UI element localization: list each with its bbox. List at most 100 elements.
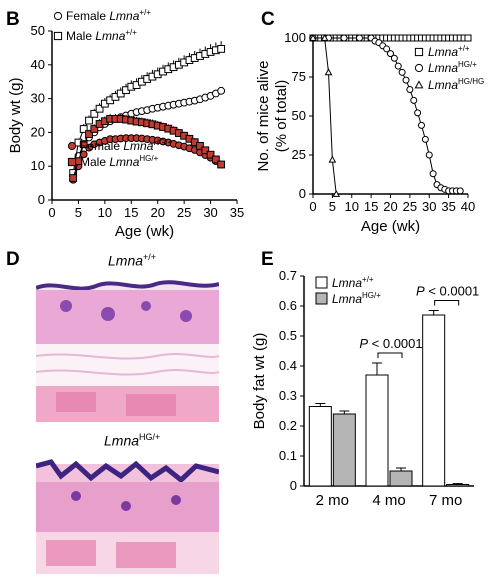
e-legend-label: LmnaHG/+ <box>332 291 381 306</box>
e-bar <box>365 374 389 487</box>
b-data-point <box>201 146 210 155</box>
b-data-point <box>79 140 88 149</box>
c-data-point <box>309 33 317 41</box>
e-y-tick-label: 0.5 <box>279 328 297 343</box>
c-y-axis-label: No. of mice alive <box>255 61 272 172</box>
e-y-tick-label: 0.7 <box>279 268 297 283</box>
c-data-point <box>406 85 414 93</box>
b-data-point <box>90 125 99 133</box>
b-data-point <box>95 104 104 113</box>
c-data-point <box>402 76 410 84</box>
c-data-point <box>332 189 341 197</box>
c-x-tick-label: 20 <box>383 199 397 214</box>
c-data-point <box>324 68 333 76</box>
b-data-point <box>211 155 220 164</box>
b-x-tick-label: 25 <box>177 205 191 220</box>
c-data-point <box>425 151 433 159</box>
e-category-label: 4 mo <box>372 492 405 509</box>
b-x-tick-label: 5 <box>75 205 82 220</box>
c-x-axis-label: Age (wk) <box>361 218 420 235</box>
b-data-point <box>206 150 215 159</box>
e-significance-bracket <box>377 352 403 358</box>
c-x-tick-label: 30 <box>422 199 436 214</box>
c-data-point <box>410 96 418 104</box>
c-y-axis-label-2: (% of total) <box>273 80 290 153</box>
c-data-point <box>356 34 363 42</box>
c-legend-marker <box>414 47 424 57</box>
b-legend-label: Female LmnaHG/+ <box>80 138 173 153</box>
c-legend-label: Lmna+/+ <box>428 44 470 59</box>
b-y-axis-label: Body wt (g) <box>7 78 24 154</box>
c-data-point <box>383 45 391 53</box>
e-y-tick-label: 0.3 <box>279 388 297 403</box>
b-legend-marker <box>67 157 77 167</box>
c-legend-marker <box>414 80 424 89</box>
b-data-point <box>85 130 93 138</box>
e-bar <box>389 470 413 487</box>
c-x-tick-label: 0 <box>309 199 316 214</box>
c-y-tick-label: 75 <box>292 69 306 84</box>
b-x-axis-label: Age (wk) <box>115 223 174 240</box>
e-legend-swatch <box>315 292 328 305</box>
b-legend-label: Male LmnaHG/+ <box>80 154 159 169</box>
b-x-tick-label: 20 <box>150 205 164 220</box>
c-x-tick-label: 10 <box>345 199 359 214</box>
b-data-point <box>196 142 204 150</box>
b-x-tick-label: 10 <box>98 205 112 220</box>
e-legend-label: Lmna+/+ <box>332 275 374 290</box>
histology-top-title: Lmna+/+ <box>108 252 157 269</box>
c-data-point <box>421 135 429 143</box>
b-legend-label: Male Lmna+/+ <box>66 28 137 43</box>
c-data-point <box>394 62 402 70</box>
c-data-point <box>398 68 406 76</box>
c-legend-label: LmnaHG/+ <box>428 60 477 75</box>
c-y-tick-label: 100 <box>284 30 306 45</box>
b-y-tick-label: 30 <box>31 91 45 106</box>
histology-image-wildtype <box>36 276 219 422</box>
e-legend-swatch <box>315 276 328 289</box>
b-y-tick-label: 50 <box>31 23 45 38</box>
panel-label-d: D <box>6 249 20 270</box>
c-legend-label: LmnaHG/HG <box>428 77 484 92</box>
c-y-tick-label: 25 <box>292 147 306 162</box>
histology-image-mutant <box>36 456 219 574</box>
panel-label-c: C <box>261 9 275 30</box>
b-data-point <box>79 125 88 133</box>
e-y-tick-label: 0 <box>290 478 297 493</box>
e-significance-bracket <box>434 300 460 306</box>
e-y-tick-label: 0.1 <box>279 448 297 463</box>
c-data-point <box>464 34 472 42</box>
b-x-tick-label: 30 <box>203 205 217 220</box>
b-data-point <box>90 109 99 118</box>
e-y-tick-label: 0.2 <box>279 418 297 433</box>
b-data-point <box>85 116 93 125</box>
c-x-tick-label: 15 <box>364 199 378 214</box>
e-category-label: 7 mo <box>429 492 462 509</box>
b-data-point <box>217 86 226 95</box>
b-x-tick-label: 0 <box>48 205 55 220</box>
c-data-point <box>429 170 437 178</box>
c-data-point <box>387 50 394 58</box>
c-data-point <box>456 187 464 195</box>
b-y-tick-label: 0 <box>38 192 45 207</box>
e-bar <box>332 413 356 487</box>
c-data-point <box>340 34 348 42</box>
b-data-point <box>217 45 226 53</box>
b-legend-marker <box>53 11 63 21</box>
e-y-tick-label: 0.4 <box>279 358 297 373</box>
b-legend-label: Female Lmna+/+ <box>66 8 151 23</box>
b-y-tick-label: 20 <box>31 124 45 139</box>
e-bar <box>308 406 332 487</box>
e-p-value: P < 0.0001 <box>359 336 422 351</box>
e-y-axis-label: Body fat wt (g) <box>251 333 268 430</box>
c-data-point <box>328 155 337 163</box>
panel-label-b: B <box>6 9 20 30</box>
c-x-tick-label: 35 <box>441 199 455 214</box>
b-data-point <box>69 174 78 182</box>
e-p-value: P < 0.0001 <box>416 284 479 299</box>
c-data-point <box>418 121 425 129</box>
b-y-tick-label: 10 <box>31 158 45 173</box>
b-y-tick-label: 40 <box>31 57 45 72</box>
